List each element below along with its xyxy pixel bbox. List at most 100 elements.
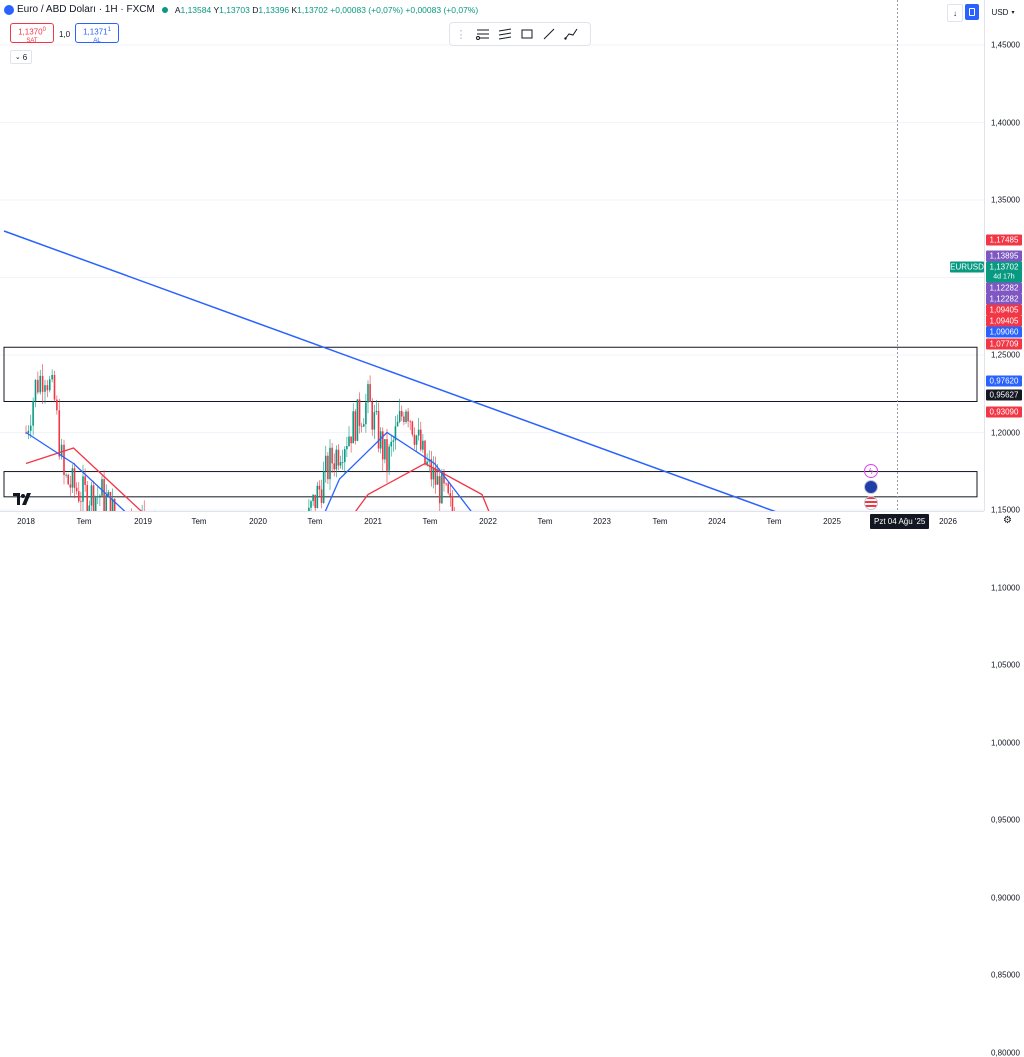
arrow-down-icon: ↓: [953, 8, 957, 18]
rectangle-icon[interactable]: [516, 24, 538, 44]
candle-body: [84, 476, 86, 485]
scroll-down-button[interactable]: ↓: [947, 4, 963, 22]
parallel-channel-icon[interactable]: [494, 24, 516, 44]
trendline: [3, 230, 776, 511]
time-tick-label: 2020: [249, 517, 267, 526]
trend-line-icon[interactable]: [538, 24, 560, 44]
candle-body: [451, 496, 454, 511]
candle-body: [356, 399, 359, 441]
candle-body: [381, 431, 384, 460]
price-tick-label: 1,25000: [991, 350, 1020, 360]
candle-body: [44, 385, 46, 392]
flash-event-icon[interactable]: ϟ: [864, 464, 878, 478]
indicators-toggle[interactable]: ⌄ 6: [10, 50, 32, 64]
sell-button[interactable]: 1,13700 SAT: [10, 23, 54, 44]
candle-body: [365, 402, 367, 425]
candle-body: [320, 489, 323, 503]
symbol-title[interactable]: Euro / ABD Doları · 1H · FXCM: [17, 4, 155, 15]
candle-body: [331, 447, 333, 464]
candle-body: [415, 435, 418, 445]
fib-retracement-icon[interactable]: [472, 24, 494, 44]
candle-body: [314, 494, 317, 509]
candle-body: [88, 505, 91, 511]
price-label: 4d 17h: [986, 271, 1022, 283]
candle-body: [51, 374, 53, 380]
time-tick-label: 2024: [708, 517, 726, 526]
alert-button[interactable]: [965, 4, 979, 20]
candle-body: [32, 401, 34, 426]
time-tick-label: 2022: [479, 517, 497, 526]
candle-body: [386, 439, 388, 471]
price-label: 1,12282: [986, 282, 1022, 294]
candle-body: [71, 468, 74, 488]
candle-body: [417, 429, 420, 436]
candle-body: [308, 507, 310, 511]
candle-body: [388, 446, 390, 471]
candle-body: [107, 492, 110, 496]
candle-body: [348, 436, 350, 447]
currency-selector[interactable]: USD ▾: [991, 7, 1015, 17]
time-tick-label: 2025: [823, 517, 841, 526]
candle-body: [350, 436, 352, 444]
candle-body: [60, 444, 63, 457]
price-tick-label: 1,40000: [991, 118, 1020, 127]
chart-svg[interactable]: [0, 0, 984, 511]
candle-body: [432, 467, 435, 480]
candle-body: [371, 401, 374, 430]
price-tick-label: 0,90000: [991, 893, 1020, 902]
buy-button[interactable]: 1,13711 AL: [75, 23, 119, 44]
candle-body: [312, 494, 314, 502]
candle-body: [27, 430, 30, 433]
candle-body: [409, 421, 412, 423]
candle-body: [422, 440, 424, 450]
candle-body: [337, 449, 340, 466]
time-tick-label: Tem: [422, 517, 438, 526]
chevron-down-icon: ⌄: [14, 54, 21, 61]
candle-body: [329, 447, 331, 480]
eu-event-icon[interactable]: [864, 480, 878, 494]
price-label: EURUSD: [950, 261, 984, 273]
time-tick-label: 2019: [134, 517, 152, 526]
candle-body: [69, 484, 72, 488]
time-tick-label: Tem: [537, 517, 553, 526]
price-tick-label: 1,15000: [991, 505, 1020, 515]
candle-body: [56, 399, 58, 411]
candle-body: [39, 375, 42, 393]
candle-body: [384, 439, 386, 460]
candle-body: [63, 444, 65, 476]
us-event-icon[interactable]: [864, 496, 878, 510]
candle-body: [398, 411, 401, 422]
time-tick-label: Tem: [191, 517, 207, 526]
time-axis[interactable]: 2018 Tem 2019 Tem 2020 Tem 2021 Tem 2022 Tem 2023 T…: [0, 511, 984, 532]
ohlc-values: A1,13584 Y1,13703 D1,13396 K1,13702 +0,0…: [174, 4, 479, 15]
candle-body: [109, 492, 112, 511]
time-tick-label: Tem: [652, 517, 668, 526]
path-icon[interactable]: [560, 24, 582, 44]
candle-body: [379, 431, 382, 449]
crosshair-date-label: Pzt 04 Ağu '25: [870, 514, 930, 529]
candle-body: [86, 484, 89, 511]
candle-body: [426, 461, 428, 465]
moving-average-slow: [25, 447, 490, 511]
price-tick-label: 1,10000: [991, 583, 1020, 592]
price-label: 1,09405: [986, 315, 1022, 327]
chart-area[interactable]: [0, 0, 984, 511]
tradingview-logo[interactable]: [13, 492, 35, 505]
candle-body: [34, 379, 37, 402]
candle-body: [58, 410, 61, 457]
candle-body: [310, 501, 312, 508]
drag-handle-icon[interactable]: ⋮: [455, 28, 467, 41]
candle-body: [335, 449, 338, 470]
lock-icon: [969, 8, 975, 16]
settings-gear-icon[interactable]: ⚙: [1003, 515, 1012, 526]
candle-body: [324, 455, 327, 472]
price-tick-label: 0,85000: [991, 970, 1020, 980]
candle-body: [434, 467, 437, 485]
symbol-logo-icon: [4, 4, 14, 15]
price-label: 0,93090: [986, 406, 1022, 418]
candle-body: [443, 472, 445, 484]
price-tick-label: 1,20000: [991, 428, 1020, 437]
candle-body: [369, 384, 371, 402]
candle-body: [394, 426, 397, 441]
candle-body: [438, 476, 441, 504]
